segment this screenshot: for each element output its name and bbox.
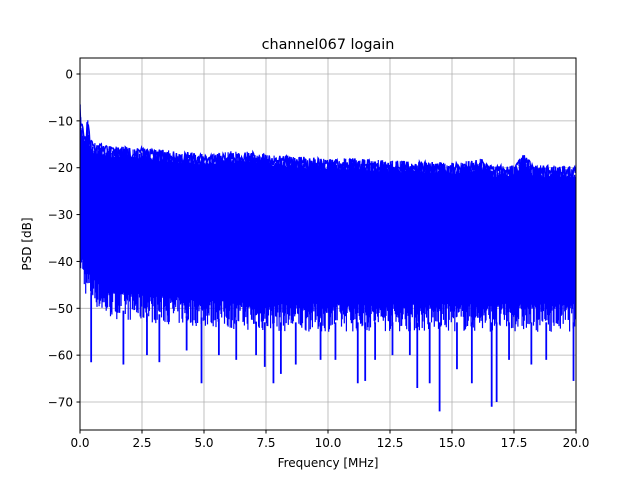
x-tick-label: 10.0 (315, 436, 342, 450)
x-tick-label: 15.0 (439, 436, 466, 450)
x-tick-label: 7.5 (256, 436, 275, 450)
x-axis-label: Frequency [MHz] (278, 456, 379, 470)
psd-trace (80, 104, 576, 332)
y-tick-label: −40 (48, 255, 73, 269)
psd-line (80, 104, 576, 412)
x-tick-label: 5.0 (194, 436, 213, 450)
y-axis-label: PSD [dB] (20, 217, 34, 270)
y-tick-label: −70 (48, 396, 73, 410)
x-tick-label: 2.5 (132, 436, 151, 450)
x-tick-label: 0.0 (70, 436, 89, 450)
y-tick-label: −20 (48, 161, 73, 175)
x-tick-label: 20.0 (563, 436, 590, 450)
y-tick-label: 0 (65, 68, 73, 82)
x-axis: 0.0 2.5 5.0 7.5 10.0 12.5 15.0 17.5 20.0 (70, 430, 589, 450)
y-tick-label: −60 (48, 349, 73, 363)
x-tick-label: 12.5 (377, 436, 404, 450)
psd-upper-edge (80, 104, 576, 180)
y-axis: 0 −10 −20 −30 −40 −50 −60 −70 (48, 68, 80, 410)
y-tick-label: −30 (48, 208, 73, 222)
x-tick-label: 17.5 (501, 436, 528, 450)
y-tick-label: −10 (48, 114, 73, 128)
y-tick-label: −50 (48, 302, 73, 316)
chart-title: channel067 logain (262, 37, 395, 53)
